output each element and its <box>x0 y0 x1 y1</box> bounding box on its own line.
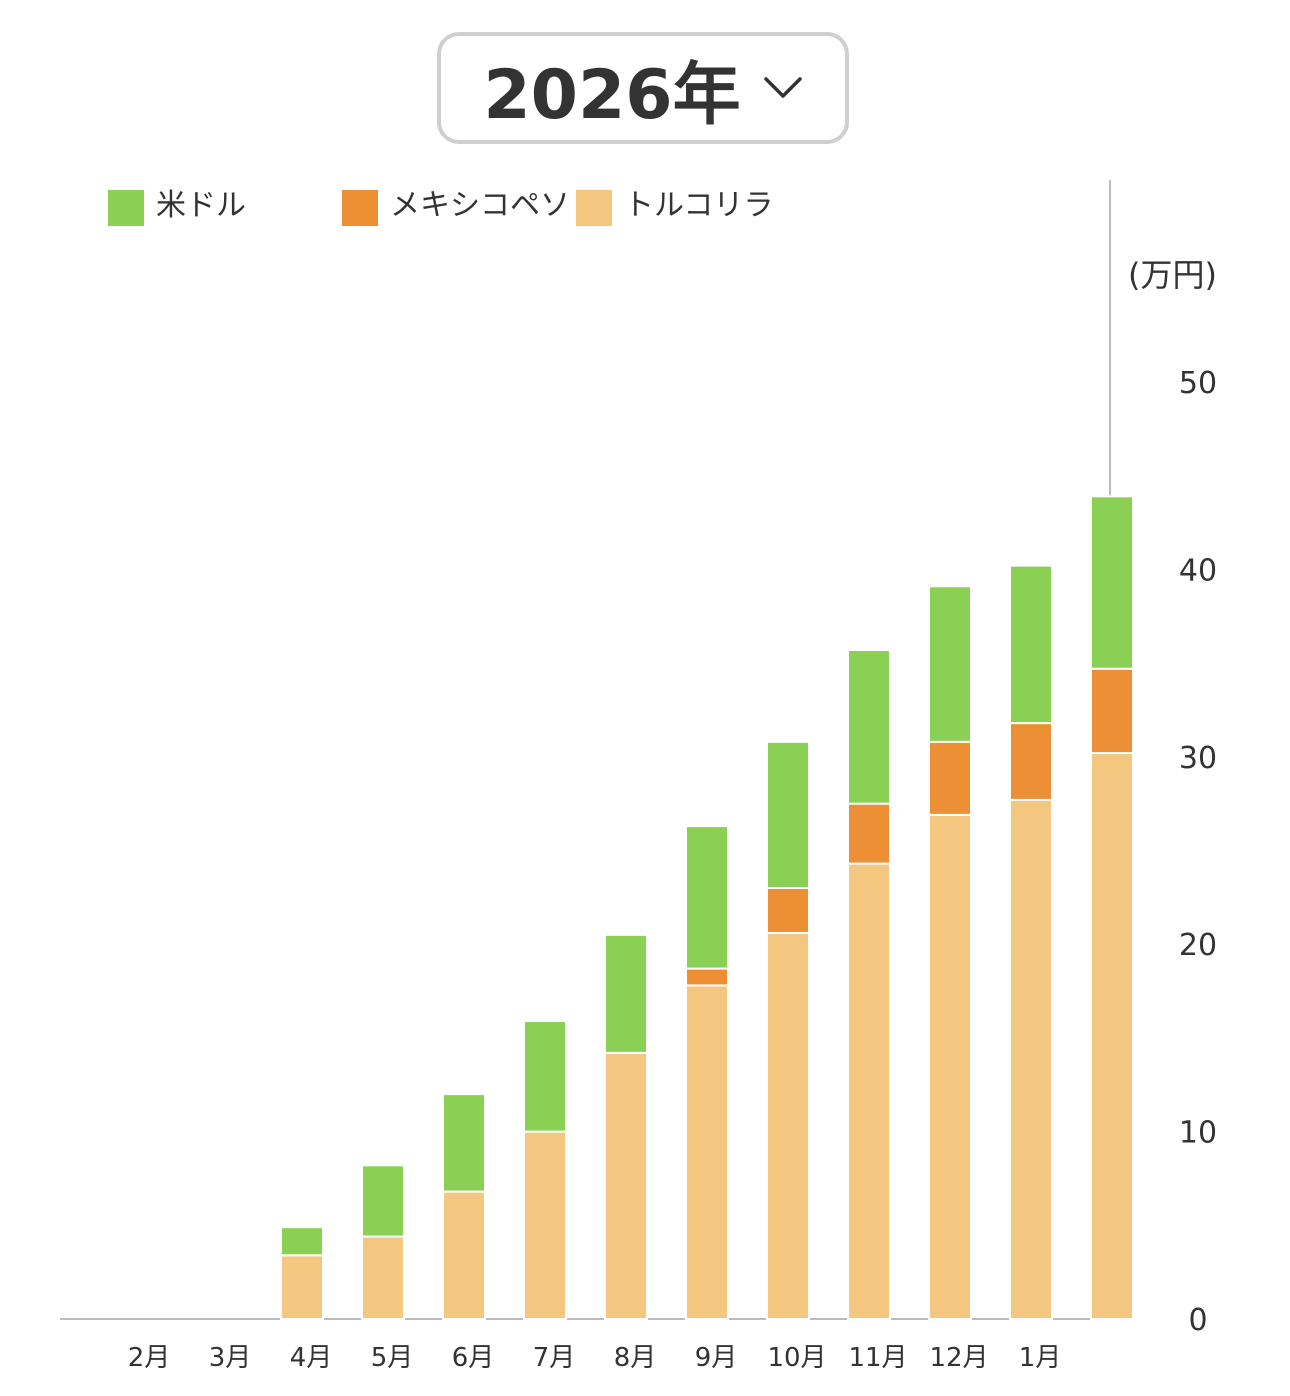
legend-label-usd: 米ドル <box>156 188 246 223</box>
bar-segment <box>1009 798 1053 1320</box>
legend-label-try: トルコリラ <box>624 188 774 223</box>
x-tick-label: 7月 <box>533 1343 576 1373</box>
bar-segment <box>442 1190 486 1320</box>
legend-item-usd: 米ドル <box>108 185 246 231</box>
x-tick-label: 10月 <box>767 1343 826 1373</box>
bar-segment <box>928 585 972 743</box>
bar-segment <box>1090 495 1134 670</box>
x-tick-label: 11月 <box>848 1343 907 1373</box>
y-tick-label: 20 <box>1179 928 1217 963</box>
legend-swatch-usd <box>108 190 144 226</box>
bar-segment <box>280 1254 324 1321</box>
x-tick-label: 2月 <box>128 1343 171 1373</box>
bar-segment <box>604 933 648 1054</box>
legend-label-mxn: メキシコペソ <box>390 188 570 223</box>
x-tick-label: 1月 <box>1019 1343 1062 1373</box>
y-tick-label: 30 <box>1179 741 1217 776</box>
bar-segment <box>766 931 810 1320</box>
y-tick-label: 50 <box>1179 366 1217 401</box>
legend-item-mxn: メキシコペソ <box>342 185 570 231</box>
bar-segment <box>604 1051 648 1320</box>
x-tick-label: 5月 <box>371 1343 414 1373</box>
bar-segment <box>928 740 972 816</box>
x-tick-label: 9月 <box>695 1343 738 1373</box>
year-label: 2026年 <box>483 55 741 135</box>
bar-segment <box>1009 722 1053 801</box>
bar-segment <box>280 1226 324 1257</box>
bar-segment <box>1090 667 1134 755</box>
bar-segment <box>442 1093 486 1193</box>
x-tick-label: 3月 <box>209 1343 252 1373</box>
y-tick-label: 0 <box>1188 1303 1207 1338</box>
bar-segment <box>766 740 810 889</box>
legend-item-try: トルコリラ <box>576 185 773 231</box>
x-tick-label: 12月 <box>929 1343 988 1373</box>
x-tick-label: 6月 <box>452 1343 495 1373</box>
y-tick-label: 10 <box>1179 1116 1217 1151</box>
bar-segment <box>928 813 972 1320</box>
bar-segment <box>523 1130 567 1320</box>
bar-segment <box>685 825 729 970</box>
bar-segment <box>1090 752 1134 1320</box>
x-tick-label: 8月 <box>614 1343 657 1373</box>
bar-segment <box>1009 564 1053 725</box>
y-axis-unit-label: (万円) <box>1128 256 1217 294</box>
legend-swatch-mxn <box>342 190 378 226</box>
bar-segment <box>847 862 891 1320</box>
bar-segment <box>523 1020 567 1133</box>
bar-segment <box>685 967 729 987</box>
x-tick-label: 4月 <box>290 1343 333 1373</box>
bar-segment <box>766 886 810 934</box>
bar-segment <box>361 1235 405 1320</box>
y-tick-label: 40 <box>1179 553 1217 588</box>
bar-segment <box>685 984 729 1320</box>
legend-swatch-try <box>576 190 612 226</box>
bar-segment <box>847 802 891 865</box>
chevron-down-icon <box>763 77 802 98</box>
year-selector[interactable]: 2026年 <box>437 32 849 144</box>
bar-segment <box>847 648 891 805</box>
bar-segment <box>361 1164 405 1238</box>
